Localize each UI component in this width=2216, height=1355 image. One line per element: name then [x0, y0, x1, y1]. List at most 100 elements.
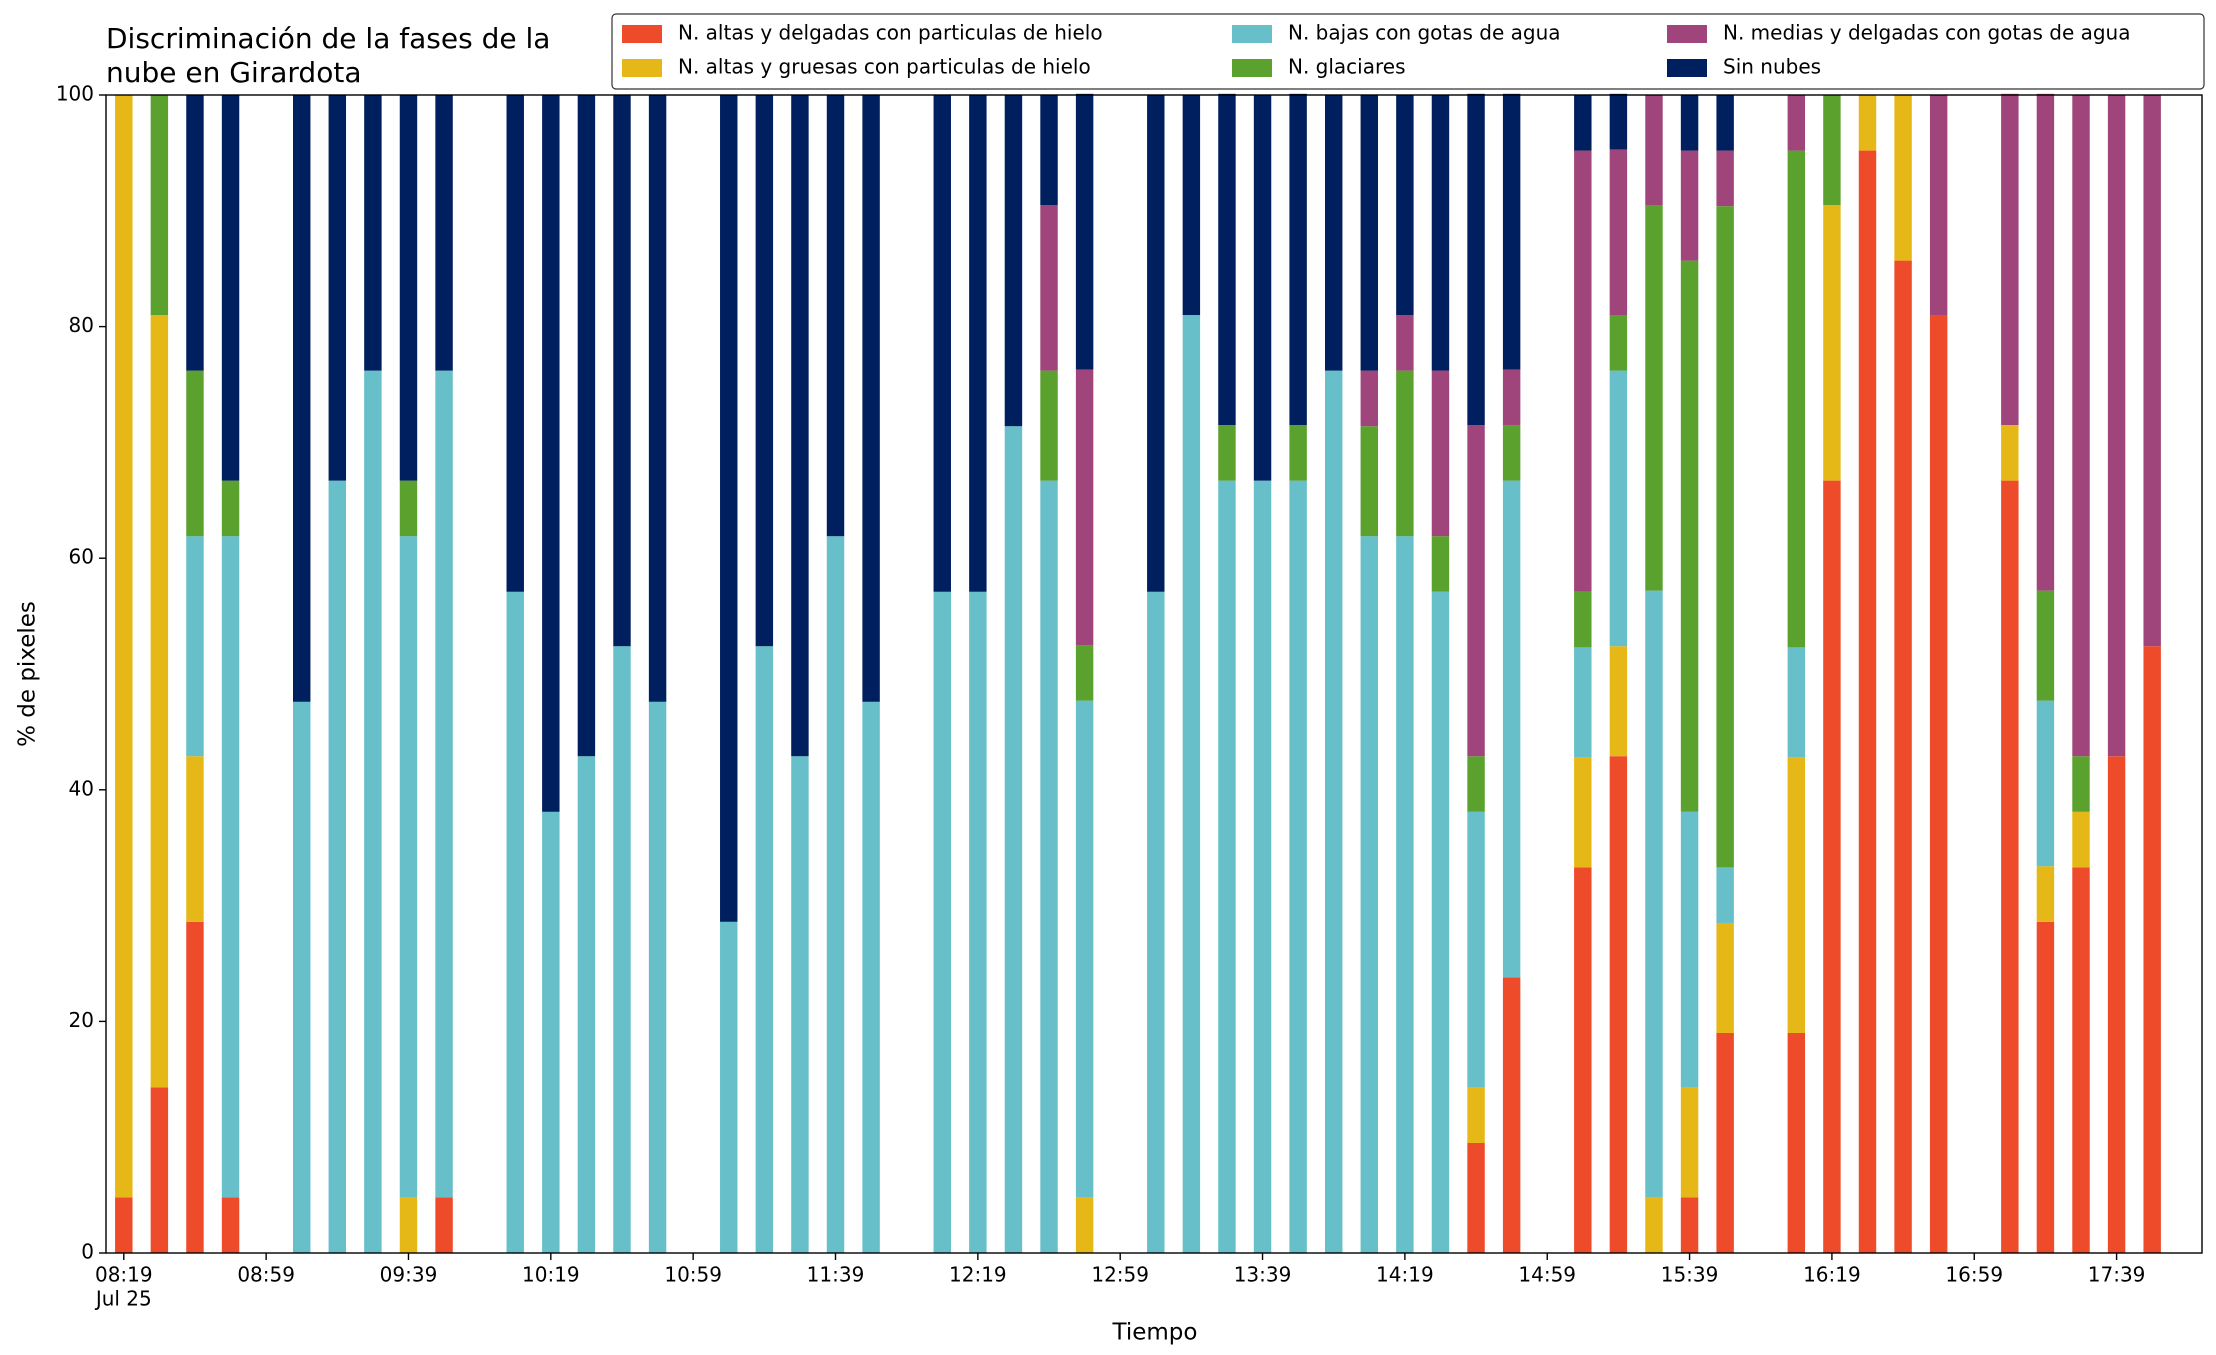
legend-swatch	[1232, 59, 1272, 77]
bar-segment	[293, 95, 311, 702]
bar-segment	[1894, 95, 1912, 261]
bar-segment	[1787, 95, 1806, 151]
bar-segment	[1075, 369, 1094, 646]
x-tick-label: 09:39	[380, 1263, 438, 1287]
bar-segment	[542, 811, 560, 1253]
bar-segment	[2072, 95, 2090, 757]
bar-segment	[542, 95, 560, 812]
legend-swatch	[1667, 59, 1707, 77]
bar-segment	[328, 480, 347, 1253]
bar-segment	[1467, 811, 1485, 1088]
bar-segment	[720, 95, 738, 922]
x-tick-label: 12:19	[949, 1263, 1007, 1287]
bar-segment	[1396, 315, 1414, 371]
bar-segment	[1645, 590, 1663, 1198]
bar-segment	[1787, 150, 1806, 648]
bar-segment	[1609, 646, 1628, 757]
bar-segment	[648, 95, 667, 702]
bar-segment	[399, 95, 418, 481]
bar-segment	[2143, 95, 2161, 647]
x-tick-label: 17:39	[2088, 1263, 2146, 1287]
bar-segment	[933, 95, 951, 592]
bar-segment	[1289, 93, 1307, 426]
bar-segment	[2036, 866, 2055, 922]
bar-segment	[826, 536, 845, 1253]
x-tick-label: 13:39	[1234, 1263, 1292, 1287]
bar-segment	[2001, 93, 2019, 426]
bar-segment	[1396, 95, 1414, 316]
y-axis-label: % de pixeles	[15, 601, 41, 747]
bar-segment	[1787, 757, 1806, 1033]
bar-segment	[1645, 95, 1663, 206]
bar-segment	[1431, 95, 1450, 371]
bar-segment	[1360, 426, 1379, 537]
bar-segment	[1787, 647, 1806, 758]
bar-segment	[1609, 149, 1628, 316]
bar-segment	[1253, 480, 1272, 1253]
x-tick-label: 12:59	[1091, 1263, 1149, 1287]
bar-segment	[933, 591, 951, 1253]
bar-segment	[2001, 480, 2019, 1253]
x-tick-label: 10:59	[664, 1263, 722, 1287]
bar-segment	[1218, 93, 1236, 426]
bar-segment	[1396, 370, 1414, 537]
bar-segment	[577, 756, 596, 1253]
x-tick-label: 08:19	[95, 1263, 153, 1287]
y-tick-label: 20	[69, 1008, 94, 1032]
bar-segment	[150, 1087, 169, 1253]
bar-segment	[221, 1197, 240, 1253]
x-tick-label: 16:19	[1803, 1263, 1861, 1287]
bar-segment	[399, 480, 418, 537]
plot-frame	[105, 94, 2203, 1254]
bar-segment	[1396, 536, 1414, 1253]
bar-segment	[1360, 370, 1379, 427]
legend-swatch	[622, 25, 662, 43]
bar-segment	[613, 95, 631, 647]
x-tick-label: 16:59	[1945, 1263, 2003, 1287]
x-tick-label: 14:59	[1518, 1263, 1576, 1287]
bar-segment	[1289, 425, 1307, 481]
bar-segment	[506, 95, 524, 592]
bar-segment	[1467, 425, 1485, 757]
bar-segment	[1431, 591, 1450, 1253]
y-tick-label: 60	[69, 545, 94, 569]
legend-label: Sin nubes	[1723, 55, 1821, 79]
bar-segment	[2036, 921, 2055, 1253]
bar-segment	[2036, 93, 2055, 591]
bar-segment	[1075, 700, 1094, 1198]
legend-swatch	[1232, 25, 1272, 43]
bar-segment	[1075, 1197, 1094, 1253]
bar-segment	[1075, 645, 1094, 701]
bar-segment	[1823, 480, 1841, 1253]
bar-segment	[1040, 205, 1058, 371]
x-axis-label: Tiempo	[1112, 1320, 1198, 1346]
bar-segment	[328, 95, 347, 481]
x-tick-label: 14:19	[1376, 1263, 1434, 1287]
bar-segment	[613, 646, 631, 1253]
bar-segment	[1574, 591, 1592, 648]
bar-segment	[1467, 756, 1485, 812]
bar-segment	[1360, 95, 1379, 371]
bar-segment	[1502, 369, 1521, 426]
bar-segment	[1360, 536, 1379, 1253]
bar-segment	[1609, 756, 1628, 1253]
legend-label: N. altas y delgadas con particulas de hi…	[678, 21, 1103, 45]
bar-segment	[2072, 756, 2090, 812]
bar-segment	[1289, 480, 1307, 1253]
bar-segment	[435, 370, 453, 1198]
bar-segment	[1929, 95, 1948, 316]
y-tick-label: 0	[81, 1240, 94, 1264]
bar-segment	[2143, 646, 2161, 1253]
legend-label: N. altas y gruesas con particulas de hie…	[678, 55, 1091, 79]
bar-segment	[1574, 867, 1592, 1253]
bar-segment	[1004, 426, 1023, 1253]
legend-label: N. medias y delgadas con gotas de agua	[1723, 21, 2131, 45]
bar-segment	[1467, 93, 1485, 426]
legend-swatch	[1667, 25, 1707, 43]
bar-segment	[1645, 205, 1663, 591]
bar-segment	[293, 701, 311, 1253]
bar-segment	[1716, 150, 1734, 207]
bar-segment	[115, 1197, 133, 1253]
